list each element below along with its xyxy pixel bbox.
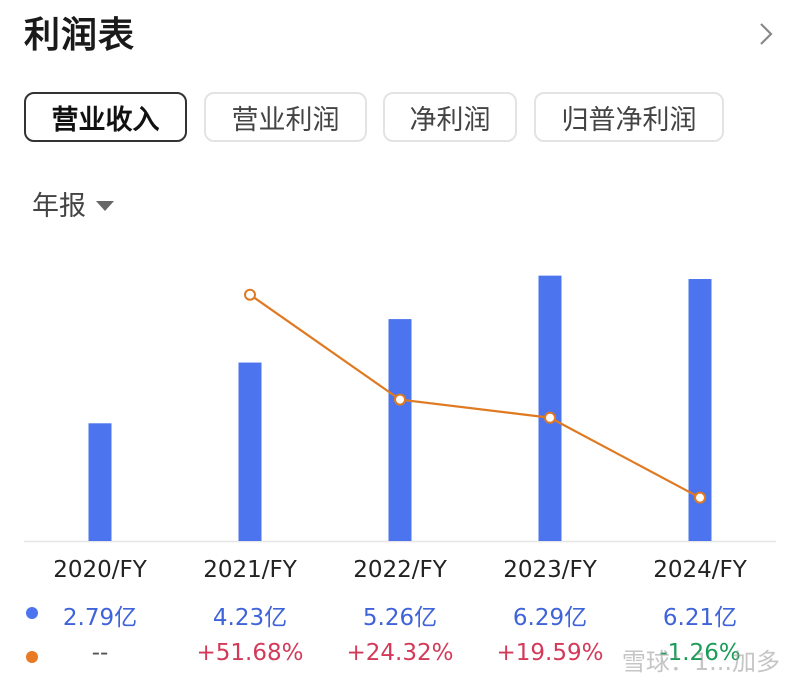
- revenue-value-label: 6.29亿: [512, 605, 588, 631]
- revenue-bar[interactable]: [538, 275, 562, 541]
- period-label: 年报: [32, 191, 86, 222]
- x-tick-label: 2021/FY: [203, 557, 297, 583]
- growth-value-label: --: [91, 640, 109, 666]
- revenue-value-label: 2.79亿: [62, 605, 138, 631]
- revenue-value-label: 6.21亿: [662, 605, 738, 631]
- growth-line: [249, 293, 701, 499]
- revenue-bar[interactable]: [88, 423, 112, 541]
- x-tick-label: 2023/FY: [503, 557, 597, 583]
- revenue-legend-dot: [26, 607, 38, 619]
- growth-point[interactable]: [244, 288, 256, 301]
- growth-point[interactable]: [394, 393, 406, 406]
- tab-revenue[interactable]: 营业收入: [24, 92, 187, 142]
- tab-operating-profit[interactable]: 营业利润: [204, 92, 367, 142]
- page-title: 利润表: [24, 15, 136, 56]
- chevron-right-icon[interactable]: [754, 18, 778, 50]
- caret-down-icon: [96, 200, 114, 211]
- revenue-bar[interactable]: [388, 319, 412, 541]
- x-axis-labels: 2020/FY 2021/FY 2022/FY 2023/FY 2024/FY: [0, 557, 800, 597]
- tab-attributable-net-profit[interactable]: 归普净利润: [534, 92, 724, 142]
- watermark: 雪球：1...加多: [621, 648, 780, 676]
- growth-value-label: +24.32%: [346, 640, 454, 666]
- revenue-bar[interactable]: [688, 279, 712, 541]
- revenue-chart: [24, 275, 776, 543]
- period-selector[interactable]: 年报: [32, 184, 114, 223]
- revenue-value-label: 5.26亿: [362, 605, 438, 631]
- x-tick-label: 2020/FY: [53, 557, 147, 583]
- revenue-values-row: 2.79亿 4.23亿 5.26亿 6.29亿 6.21亿: [0, 598, 800, 638]
- growth-value-label: +19.59%: [496, 640, 604, 666]
- x-tick-label: 2022/FY: [353, 557, 447, 583]
- metric-tabs: 营业收入 营业利润 净利润 归普净利润: [24, 92, 784, 146]
- growth-point[interactable]: [694, 491, 706, 504]
- revenue-bar[interactable]: [238, 362, 262, 541]
- growth-value-label: -1.26%: [659, 640, 741, 666]
- growth-value-label: +51.68%: [196, 640, 304, 666]
- x-tick-label: 2024/FY: [653, 557, 747, 583]
- growth-values-row: -- +51.68% +24.32% +19.59% -1.26%: [0, 640, 800, 680]
- tab-net-profit[interactable]: 净利润: [383, 92, 517, 142]
- revenue-value-label: 4.23亿: [212, 605, 288, 631]
- growth-point[interactable]: [544, 411, 556, 424]
- growth-legend-dot: [26, 651, 38, 663]
